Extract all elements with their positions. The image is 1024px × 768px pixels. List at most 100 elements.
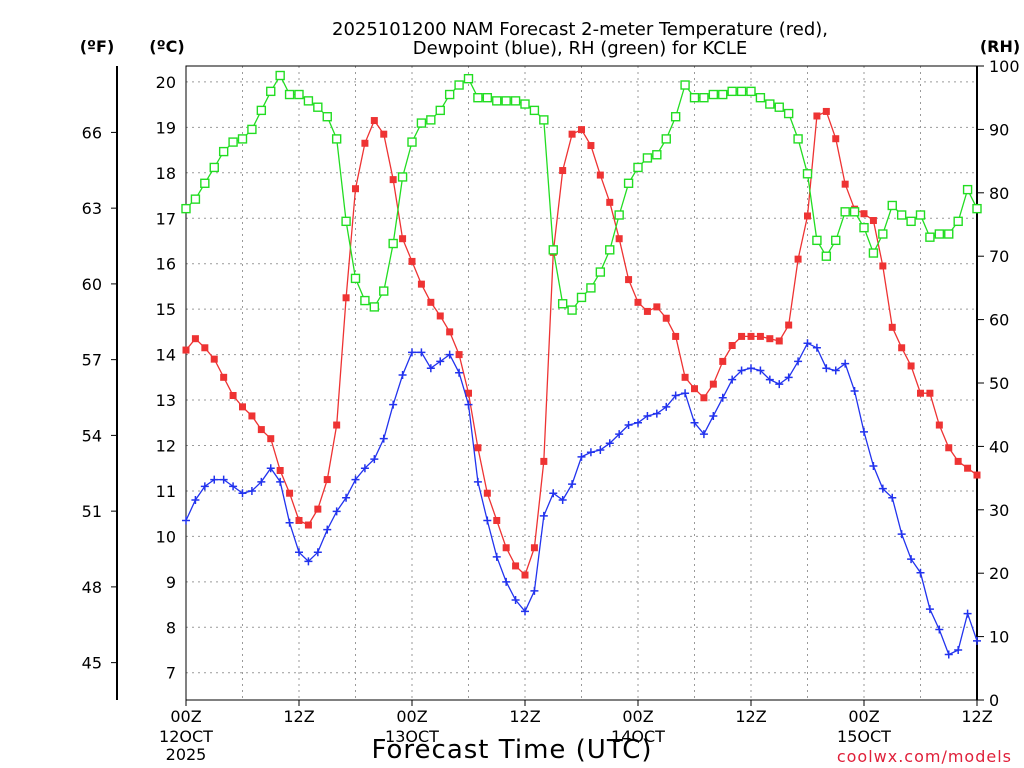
rh-point [181,203,191,214]
temperature-point [427,298,435,306]
rh-point [962,184,973,195]
celsius-tick-label: 7 [166,664,176,683]
temperature-point [220,373,228,381]
rh-point [765,99,775,109]
dewpoint-point [944,650,953,659]
rh-point [567,305,577,315]
rh-point [595,267,606,277]
chart-title-line-1: 2025101200 NAM Forecast 2-meter Temperat… [332,19,828,40]
rh-point [906,216,916,227]
temperature-point [832,135,840,143]
dewpoint-point [907,555,916,564]
temperature-point [267,435,275,443]
rh-point [718,89,728,100]
temperature-point [276,466,284,474]
rh-point [228,137,238,147]
dewpoint-point [831,366,840,375]
dewpoint-point [747,364,755,373]
temperature-point [662,314,670,322]
rh-point [623,178,634,188]
dewpoint-point [897,530,906,539]
x-tick-label: 00Z [622,707,653,726]
dewpoint-point [238,489,247,498]
rh-point [284,89,295,100]
temperature-point [559,167,567,175]
temperature-point [606,198,614,206]
temperature-point [304,521,312,529]
dewpoint-point [521,607,529,616]
rh-point [953,216,963,227]
temperature-point [860,210,868,218]
temperature-point [361,139,369,147]
rh-point [642,153,653,163]
rh-tick-label: 40 [989,437,1009,456]
x-tick-date-label: 14OCT [611,727,665,746]
dewpoint-point [869,461,878,470]
temperature-point [323,476,331,484]
temperature-point [568,130,576,138]
rh-point [896,210,907,220]
rh-point [680,80,690,90]
dewpoint-point [342,493,351,502]
rh-point [708,89,719,100]
temperature-point [502,544,510,552]
temperature-point [822,107,830,115]
rh-point [699,92,709,103]
dewpoint-point [812,343,821,352]
dewpoint-point [784,373,793,382]
celsius-tick-label: 11 [156,482,176,501]
dewpoint-point [360,464,369,473]
rh-point [831,235,841,246]
temperature-point [578,126,585,134]
dewpoint-point [737,366,746,375]
temperature-point [493,516,501,524]
rh-point [190,194,201,204]
temperature-point [700,394,708,402]
temperature-point [417,280,425,288]
dewpoint-point [718,393,727,402]
rh-point [313,102,323,112]
x-axis-label: Forecast Time (UTC) [371,735,652,765]
rh-point [416,118,427,128]
temperature-point [634,298,642,306]
rh-tick-label: 60 [989,311,1009,330]
rh-point [736,86,747,97]
rh-point [444,89,455,100]
dewpoint-point [483,516,492,525]
rh-point [576,292,587,303]
temperature-point [455,351,463,359]
rh-tick-label: 70 [989,247,1009,266]
rh-point [586,283,596,293]
dewpoint-point [313,548,322,557]
dewpoint-point [323,525,332,534]
dewpoint-point [539,511,548,520]
dewpoint-point [426,364,435,373]
fahrenheit-tick-label: 48 [82,578,102,597]
rh-tick-label: 80 [989,184,1009,203]
dewpoint-point [436,357,445,366]
rh-point [670,112,681,122]
dewpoint-point [295,548,303,557]
temperature-point [182,346,190,354]
rh-point [727,86,737,97]
temperature-point [286,489,294,497]
grid-lines [186,66,977,700]
celsius-tick-label: 13 [156,391,176,410]
temperature-point [229,391,237,399]
temperature-point [521,571,529,579]
rh-point [539,115,549,125]
rh-tick-label: 50 [989,374,1009,393]
temperature-point [926,389,934,397]
temperature-point [370,117,378,125]
dewpoint-point [671,391,680,400]
temperature-point [239,403,246,411]
dewpoint-point [304,557,313,566]
dewpoint-point [285,518,294,527]
dewpoint-point [276,477,285,486]
dewpoint-point [652,409,661,418]
x-tick-date-label: 2025 [166,745,207,764]
rh-point [944,229,954,239]
rh-point [397,172,408,182]
dewpoint-point [634,418,642,427]
temperature-point [813,112,821,120]
